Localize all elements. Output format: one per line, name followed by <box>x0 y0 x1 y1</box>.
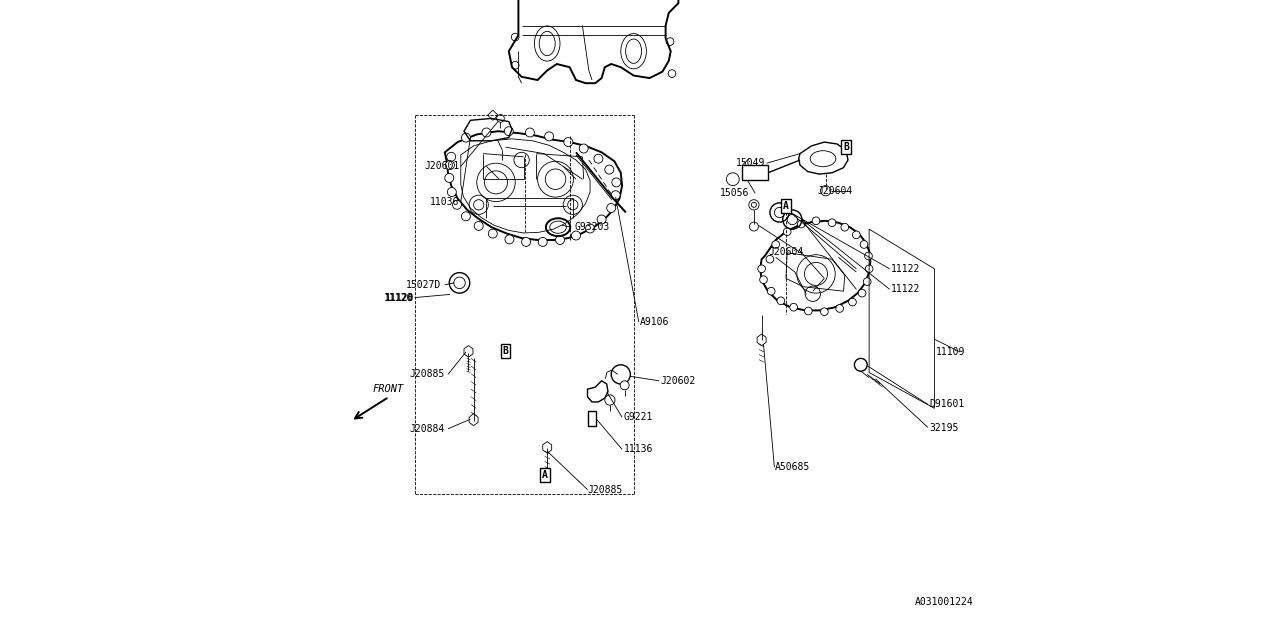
Circle shape <box>504 235 513 244</box>
Text: A031001224: A031001224 <box>915 596 974 607</box>
Circle shape <box>765 255 773 263</box>
Text: B: B <box>503 346 508 356</box>
Circle shape <box>777 297 785 305</box>
Circle shape <box>865 252 873 260</box>
Circle shape <box>462 133 471 142</box>
Text: G93203: G93203 <box>575 222 611 232</box>
Circle shape <box>605 395 616 405</box>
Circle shape <box>596 215 607 224</box>
Text: FRONT: FRONT <box>372 384 403 394</box>
Text: D91601: D91601 <box>929 399 965 410</box>
Circle shape <box>488 229 498 238</box>
Circle shape <box>604 165 614 174</box>
Circle shape <box>544 132 554 141</box>
Text: 11122: 11122 <box>891 264 920 274</box>
Circle shape <box>612 178 621 187</box>
Circle shape <box>772 241 780 248</box>
Circle shape <box>852 231 860 239</box>
Text: 32195: 32195 <box>929 422 959 433</box>
Circle shape <box>445 173 454 182</box>
Text: 15049: 15049 <box>736 158 765 168</box>
Circle shape <box>563 138 573 147</box>
Text: A50685: A50685 <box>774 462 810 472</box>
Circle shape <box>768 287 776 295</box>
Text: 11122: 11122 <box>891 284 920 294</box>
Circle shape <box>758 265 765 273</box>
Text: 11120: 11120 <box>384 292 412 303</box>
Circle shape <box>864 278 872 285</box>
Circle shape <box>526 128 535 137</box>
Circle shape <box>580 144 589 153</box>
Circle shape <box>820 186 831 196</box>
Circle shape <box>447 152 456 161</box>
Polygon shape <box>465 346 474 357</box>
Text: 15027D: 15027D <box>406 280 442 290</box>
Text: 11109: 11109 <box>936 347 965 357</box>
Polygon shape <box>758 334 765 346</box>
Circle shape <box>783 228 791 236</box>
Circle shape <box>820 308 828 316</box>
Circle shape <box>594 154 603 163</box>
Polygon shape <box>543 442 552 453</box>
Text: J20604: J20604 <box>818 186 854 196</box>
Circle shape <box>504 127 513 136</box>
Polygon shape <box>470 413 479 426</box>
Circle shape <box>860 241 868 248</box>
Circle shape <box>607 204 616 212</box>
Text: J20601: J20601 <box>424 161 460 172</box>
Circle shape <box>804 307 813 315</box>
Text: A9106: A9106 <box>640 317 669 327</box>
Circle shape <box>539 237 548 246</box>
Text: J20602: J20602 <box>660 376 696 386</box>
Circle shape <box>836 305 844 312</box>
Text: B: B <box>844 142 849 152</box>
Circle shape <box>556 236 564 244</box>
Text: A: A <box>783 201 788 211</box>
Circle shape <box>813 217 820 225</box>
Circle shape <box>612 191 621 200</box>
Circle shape <box>760 276 768 284</box>
Text: 11136: 11136 <box>625 444 653 454</box>
Circle shape <box>865 265 873 273</box>
Circle shape <box>620 381 630 390</box>
Circle shape <box>481 128 492 137</box>
Circle shape <box>475 221 484 230</box>
Circle shape <box>462 212 471 221</box>
Text: J20885: J20885 <box>588 484 623 495</box>
Text: 11036: 11036 <box>430 196 460 207</box>
Circle shape <box>448 188 457 196</box>
Text: G9221: G9221 <box>625 412 653 422</box>
Circle shape <box>585 224 594 233</box>
Text: J20604: J20604 <box>768 246 804 257</box>
Circle shape <box>858 289 865 297</box>
Circle shape <box>522 237 531 246</box>
Circle shape <box>453 200 462 209</box>
Circle shape <box>750 222 759 231</box>
Circle shape <box>828 219 836 227</box>
Circle shape <box>841 223 849 231</box>
Text: J20885: J20885 <box>410 369 445 380</box>
Circle shape <box>849 298 856 306</box>
Circle shape <box>790 303 797 311</box>
Text: A: A <box>543 470 548 480</box>
Circle shape <box>445 161 454 170</box>
Text: 11120: 11120 <box>384 292 413 303</box>
Circle shape <box>571 231 581 240</box>
Text: J20884: J20884 <box>410 424 445 434</box>
Text: 15056: 15056 <box>719 188 749 198</box>
Circle shape <box>797 220 805 228</box>
